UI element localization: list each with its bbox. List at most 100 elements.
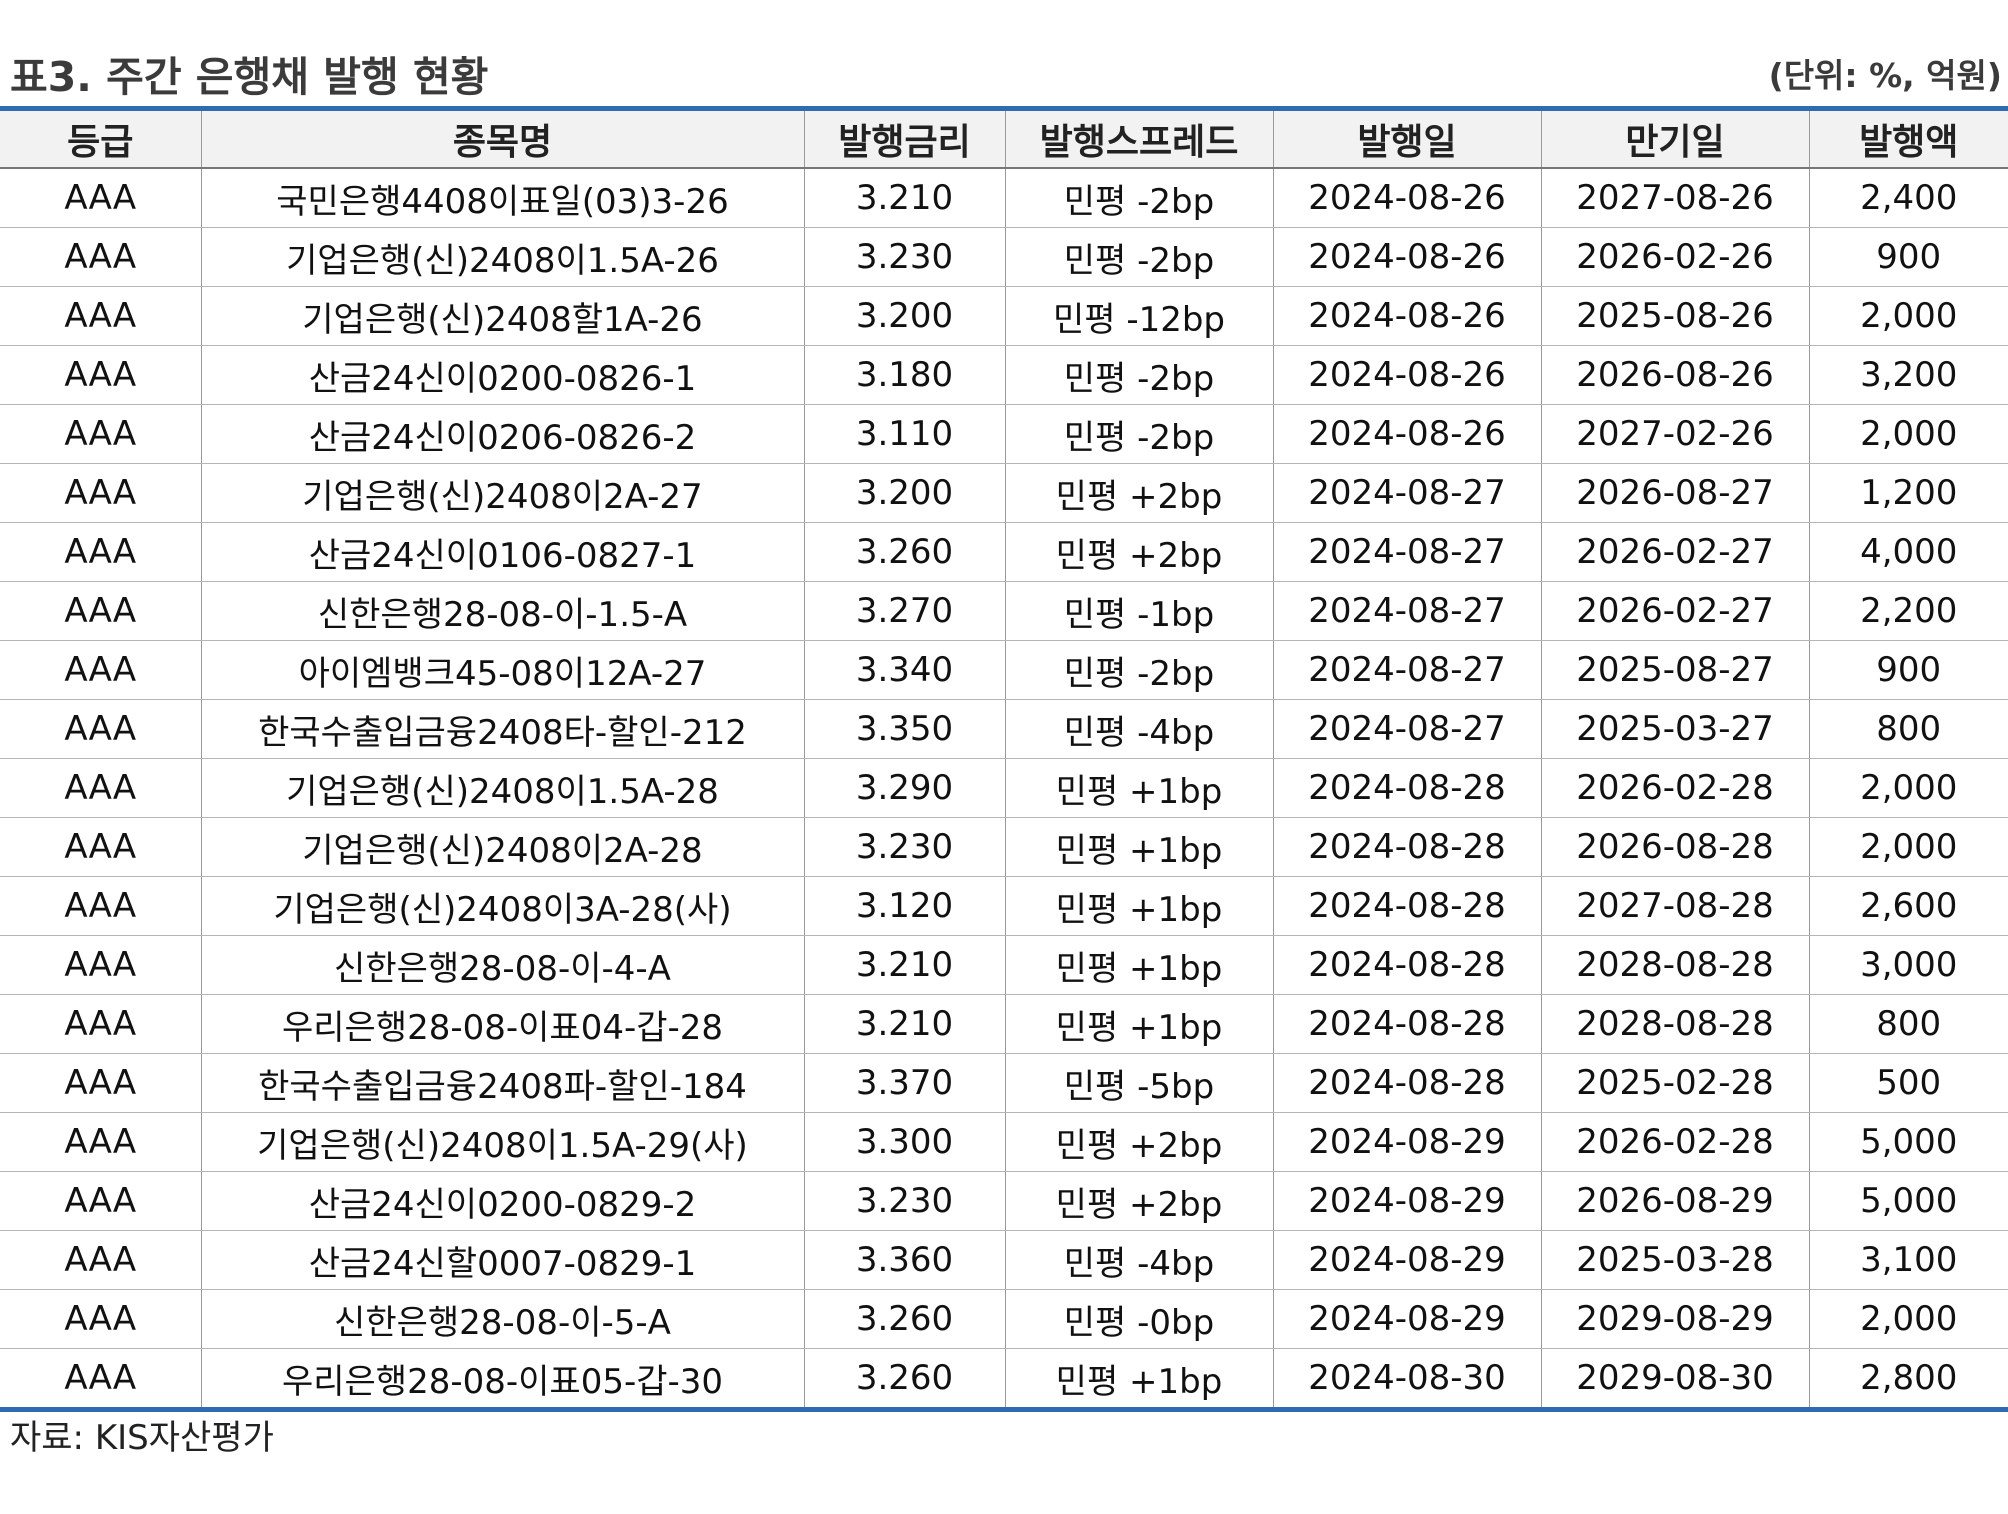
coupon-rate-cell: 3.260 xyxy=(803,1348,1005,1410)
issue-name-cell: 산금24신이0106-0827-1 xyxy=(200,522,804,582)
spread-cell: 민평 -2bp xyxy=(1004,640,1273,700)
coupon-rate-cell: 3.230 xyxy=(803,817,1005,877)
source-note: 자료: KIS자산평가 xyxy=(10,1418,274,1458)
amount-cell: 3,100 xyxy=(1808,1230,2008,1290)
spread-cell: 민평 -2bp xyxy=(1004,345,1273,405)
maturity-date-cell: 2026-02-28 xyxy=(1540,1112,1809,1172)
table-row: AAA 우리은행28-08-이표04-갑-28 3.210 민평 +1bp 2024-0… xyxy=(0,994,2008,1054)
spread-cell: 민평 +2bp xyxy=(1004,1112,1273,1172)
issue-date-cell: 2024-08-28 xyxy=(1272,876,1541,936)
amount-cell: 500 xyxy=(1808,1053,2008,1113)
amount-cell: 5,000 xyxy=(1808,1171,2008,1231)
table-row: AAA 신한은행28-08-이-1.5-A 3.270 민평 -1bp 2024-08-… xyxy=(0,581,2008,641)
issue-date-cell: 2024-08-27 xyxy=(1272,581,1541,641)
amount-cell: 2,200 xyxy=(1808,581,2008,641)
header-grade: 등급 xyxy=(0,108,201,169)
table-row: AAA 한국수출입금융2408타-할인-212 3.350 민평 -4bp 2024-0… xyxy=(0,699,2008,759)
issue-date-cell: 2024-08-29 xyxy=(1272,1112,1541,1172)
grade-cell: AAA xyxy=(0,1112,201,1172)
spread-cell: 민평 -2bp xyxy=(1004,227,1273,287)
maturity-date-cell: 2029-08-30 xyxy=(1540,1348,1809,1410)
bond-issuance-table: 등급 종목명 발행금리 발행스프레드 발행일 만기일 발행액 AAA 국민은행44… xyxy=(0,106,2008,1412)
maturity-date-cell: 2026-08-27 xyxy=(1540,463,1809,523)
header-issue-name: 종목명 xyxy=(200,108,804,169)
maturity-date-cell: 2028-08-28 xyxy=(1540,935,1809,995)
table-row: AAA 기업은행(신)2408이1.5A-26 3.230 민평 -2bp 2024-0… xyxy=(0,227,2008,287)
spread-cell: 민평 -4bp xyxy=(1004,699,1273,759)
spread-cell: 민평 +1bp xyxy=(1004,817,1273,877)
grade-cell: AAA xyxy=(0,286,201,346)
amount-cell: 2,400 xyxy=(1808,168,2008,228)
header-issue-date: 발행일 xyxy=(1272,108,1541,169)
amount-cell: 800 xyxy=(1808,994,2008,1054)
maturity-date-cell: 2026-02-26 xyxy=(1540,227,1809,287)
spread-cell: 민평 +2bp xyxy=(1004,522,1273,582)
issue-name-cell: 신한은행28-08-이-1.5-A xyxy=(200,581,804,641)
maturity-date-cell: 2026-08-26 xyxy=(1540,345,1809,405)
coupon-rate-cell: 3.360 xyxy=(803,1230,1005,1290)
amount-cell: 2,000 xyxy=(1808,758,2008,818)
header-amount: 발행액 xyxy=(1808,108,2008,169)
title-row: 표3. 주간 은행채 발행 현황 (단위: %, 억원) xyxy=(10,42,2002,104)
issue-name-cell: 신한은행28-08-이-4-A xyxy=(200,935,804,995)
spread-cell: 민평 +1bp xyxy=(1004,758,1273,818)
issue-date-cell: 2024-08-26 xyxy=(1272,404,1541,464)
table-row: AAA 기업은행(신)2408이3A-28(사) 3.120 민평 +1bp 2024-… xyxy=(0,876,2008,936)
issue-name-cell: 한국수출입금융2408파-할인-184 xyxy=(200,1053,804,1113)
issue-date-cell: 2024-08-28 xyxy=(1272,935,1541,995)
issue-name-cell: 한국수출입금융2408타-할인-212 xyxy=(200,699,804,759)
grade-cell: AAA xyxy=(0,581,201,641)
table-header-row: 등급 종목명 발행금리 발행스프레드 발행일 만기일 발행액 xyxy=(0,108,2008,169)
issue-name-cell: 산금24신이0200-0829-2 xyxy=(200,1171,804,1231)
coupon-rate-cell: 3.210 xyxy=(803,168,1005,228)
amount-cell: 900 xyxy=(1808,640,2008,700)
coupon-rate-cell: 3.300 xyxy=(803,1112,1005,1172)
grade-cell: AAA xyxy=(64,1358,137,1398)
table-row: AAA 기업은행(신)2408이1.5A-29(사) 3.300 민평 +2bp 202… xyxy=(0,1112,2008,1172)
table-row: AAA 산금24신이0200-0829-2 3.230 민평 +2bp 2024-08-… xyxy=(0,1171,2008,1231)
spread-cell: 민평 +1bp xyxy=(1004,935,1273,995)
header-maturity-date: 만기일 xyxy=(1540,108,1809,169)
issue-name-cell: 기업은행(신)2408이3A-28(사) xyxy=(200,876,804,936)
table-row: AAA 한국수출입금융2408파-할인-184 3.370 민평 -5bp 2024-0… xyxy=(0,1053,2008,1113)
coupon-rate-cell: 3.230 xyxy=(803,1171,1005,1231)
amount-cell: 2,000 xyxy=(1808,817,2008,877)
issue-date-cell: 2024-08-26 xyxy=(1272,286,1541,346)
issue-name-cell: 기업은행(신)2408이1.5A-29(사) xyxy=(200,1112,804,1172)
grade-cell: AAA xyxy=(0,817,201,877)
table-row: AAA 산금24신이0206-0826-2 3.110 민평 -2bp 2024-08-… xyxy=(0,404,2008,464)
grade-cell: AAA xyxy=(0,758,201,818)
grade-cell: AAA xyxy=(0,876,201,936)
table-row: AAA 산금24신할0007-0829-1 3.360 민평 -4bp 2024-08-… xyxy=(0,1230,2008,1290)
page-title: 표3. 주간 은행채 발행 현황 xyxy=(10,53,489,101)
coupon-rate-cell: 3.290 xyxy=(803,758,1005,818)
issue-name-cell: 우리은행28-08-이표04-갑-28 xyxy=(200,994,804,1054)
coupon-rate-cell: 3.370 xyxy=(803,1053,1005,1113)
issue-date-cell: 2024-08-28 xyxy=(1272,994,1541,1054)
coupon-rate-cell: 3.260 xyxy=(803,1289,1005,1349)
grade-cell: AAA xyxy=(0,463,201,523)
issue-date-cell: 2024-08-30 xyxy=(1272,1348,1541,1410)
coupon-rate-cell: 3.260 xyxy=(803,522,1005,582)
issue-name-cell: 기업은행(신)2408이2A-27 xyxy=(200,463,804,523)
table-row: AAA 기업은행(신)2408이2A-27 3.200 민평 +2bp 2024-08-… xyxy=(0,463,2008,523)
issue-date-cell: 2024-08-29 xyxy=(1272,1171,1541,1231)
coupon-rate-cell: 3.350 xyxy=(803,699,1005,759)
amount-cell: 900 xyxy=(1808,227,2008,287)
maturity-date-cell: 2027-02-26 xyxy=(1540,404,1809,464)
issue-name-cell: 기업은행(신)2408이2A-28 xyxy=(200,817,804,877)
coupon-rate-cell: 3.120 xyxy=(803,876,1005,936)
coupon-rate-cell: 3.210 xyxy=(803,935,1005,995)
spread-cell: 민평 +2bp xyxy=(1004,1171,1273,1231)
issue-date-cell: 2024-08-26 xyxy=(1272,345,1541,405)
maturity-date-cell: 2027-08-28 xyxy=(1540,876,1809,936)
issue-name-cell: 산금24신이0200-0826-1 xyxy=(200,345,804,405)
coupon-rate-cell: 3.230 xyxy=(803,227,1005,287)
amount-cell: 2,000 xyxy=(1808,286,2008,346)
issue-name-cell: 우리은행28-08-이표05-갑-30 xyxy=(200,1348,804,1410)
maturity-date-cell: 2026-08-29 xyxy=(1540,1171,1809,1231)
maturity-date-cell: 2025-03-27 xyxy=(1540,699,1809,759)
issue-name-cell: 기업은행(신)2408이1.5A-26 xyxy=(200,227,804,287)
table-row: AAA 아이엠뱅크45-08이12A-27 3.340 민평 -2bp 2024-08-… xyxy=(0,640,2008,700)
maturity-date-cell: 2025-02-28 xyxy=(1540,1053,1809,1113)
